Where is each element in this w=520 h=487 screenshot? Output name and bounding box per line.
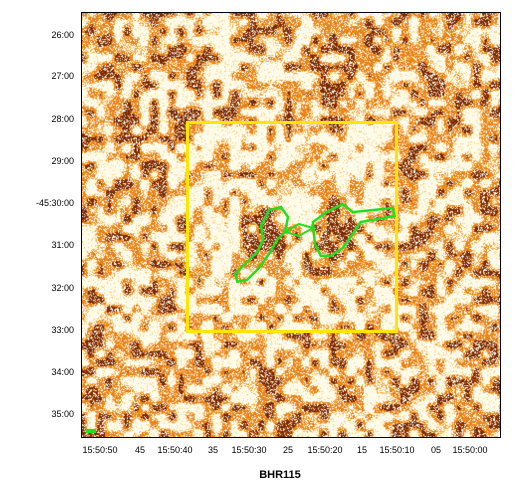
green-contour-left xyxy=(233,205,290,284)
yellow-box-region xyxy=(186,120,398,333)
y-tick-label: 27:00 xyxy=(51,71,74,81)
x-tick-label: 05 xyxy=(430,445,442,455)
x-tick-label: 25 xyxy=(282,445,294,455)
y-tick-label: 34:00 xyxy=(51,367,74,377)
green-contour-bridge xyxy=(282,222,316,238)
emission-map xyxy=(82,13,500,437)
y-tick-label: 35:00 xyxy=(51,409,74,419)
y-tick-label: 33:00 xyxy=(51,325,74,335)
image-title: BHR115 xyxy=(259,469,301,481)
y-tick-label: 31:00 xyxy=(51,240,74,250)
y-tick-label: 28:00 xyxy=(51,114,74,124)
x-tick-label: 15:50:30 xyxy=(231,445,267,455)
x-tick-label: 15:50:50 xyxy=(82,445,118,455)
x-tick-label: 15 xyxy=(356,445,368,455)
overlay-layer xyxy=(85,120,398,434)
x-tick-label: 15:50:00 xyxy=(452,445,488,455)
x-tick-label: 45 xyxy=(134,445,146,455)
image-frame xyxy=(81,12,501,438)
x-tick-label: 15:50:10 xyxy=(379,445,415,455)
x-tick-label: 15:50:20 xyxy=(307,445,343,455)
y-tick-label: 32:00 xyxy=(51,283,74,293)
green-contour-right xyxy=(311,202,397,258)
y-tick-label: -45:30:00 xyxy=(35,198,74,208)
y-tick-label: 29:00 xyxy=(51,156,74,166)
y-tick-label: 26:00 xyxy=(51,30,74,40)
green-marker xyxy=(85,429,96,434)
x-tick-label: 15:50:40 xyxy=(157,445,193,455)
x-tick-label: 35 xyxy=(207,445,219,455)
